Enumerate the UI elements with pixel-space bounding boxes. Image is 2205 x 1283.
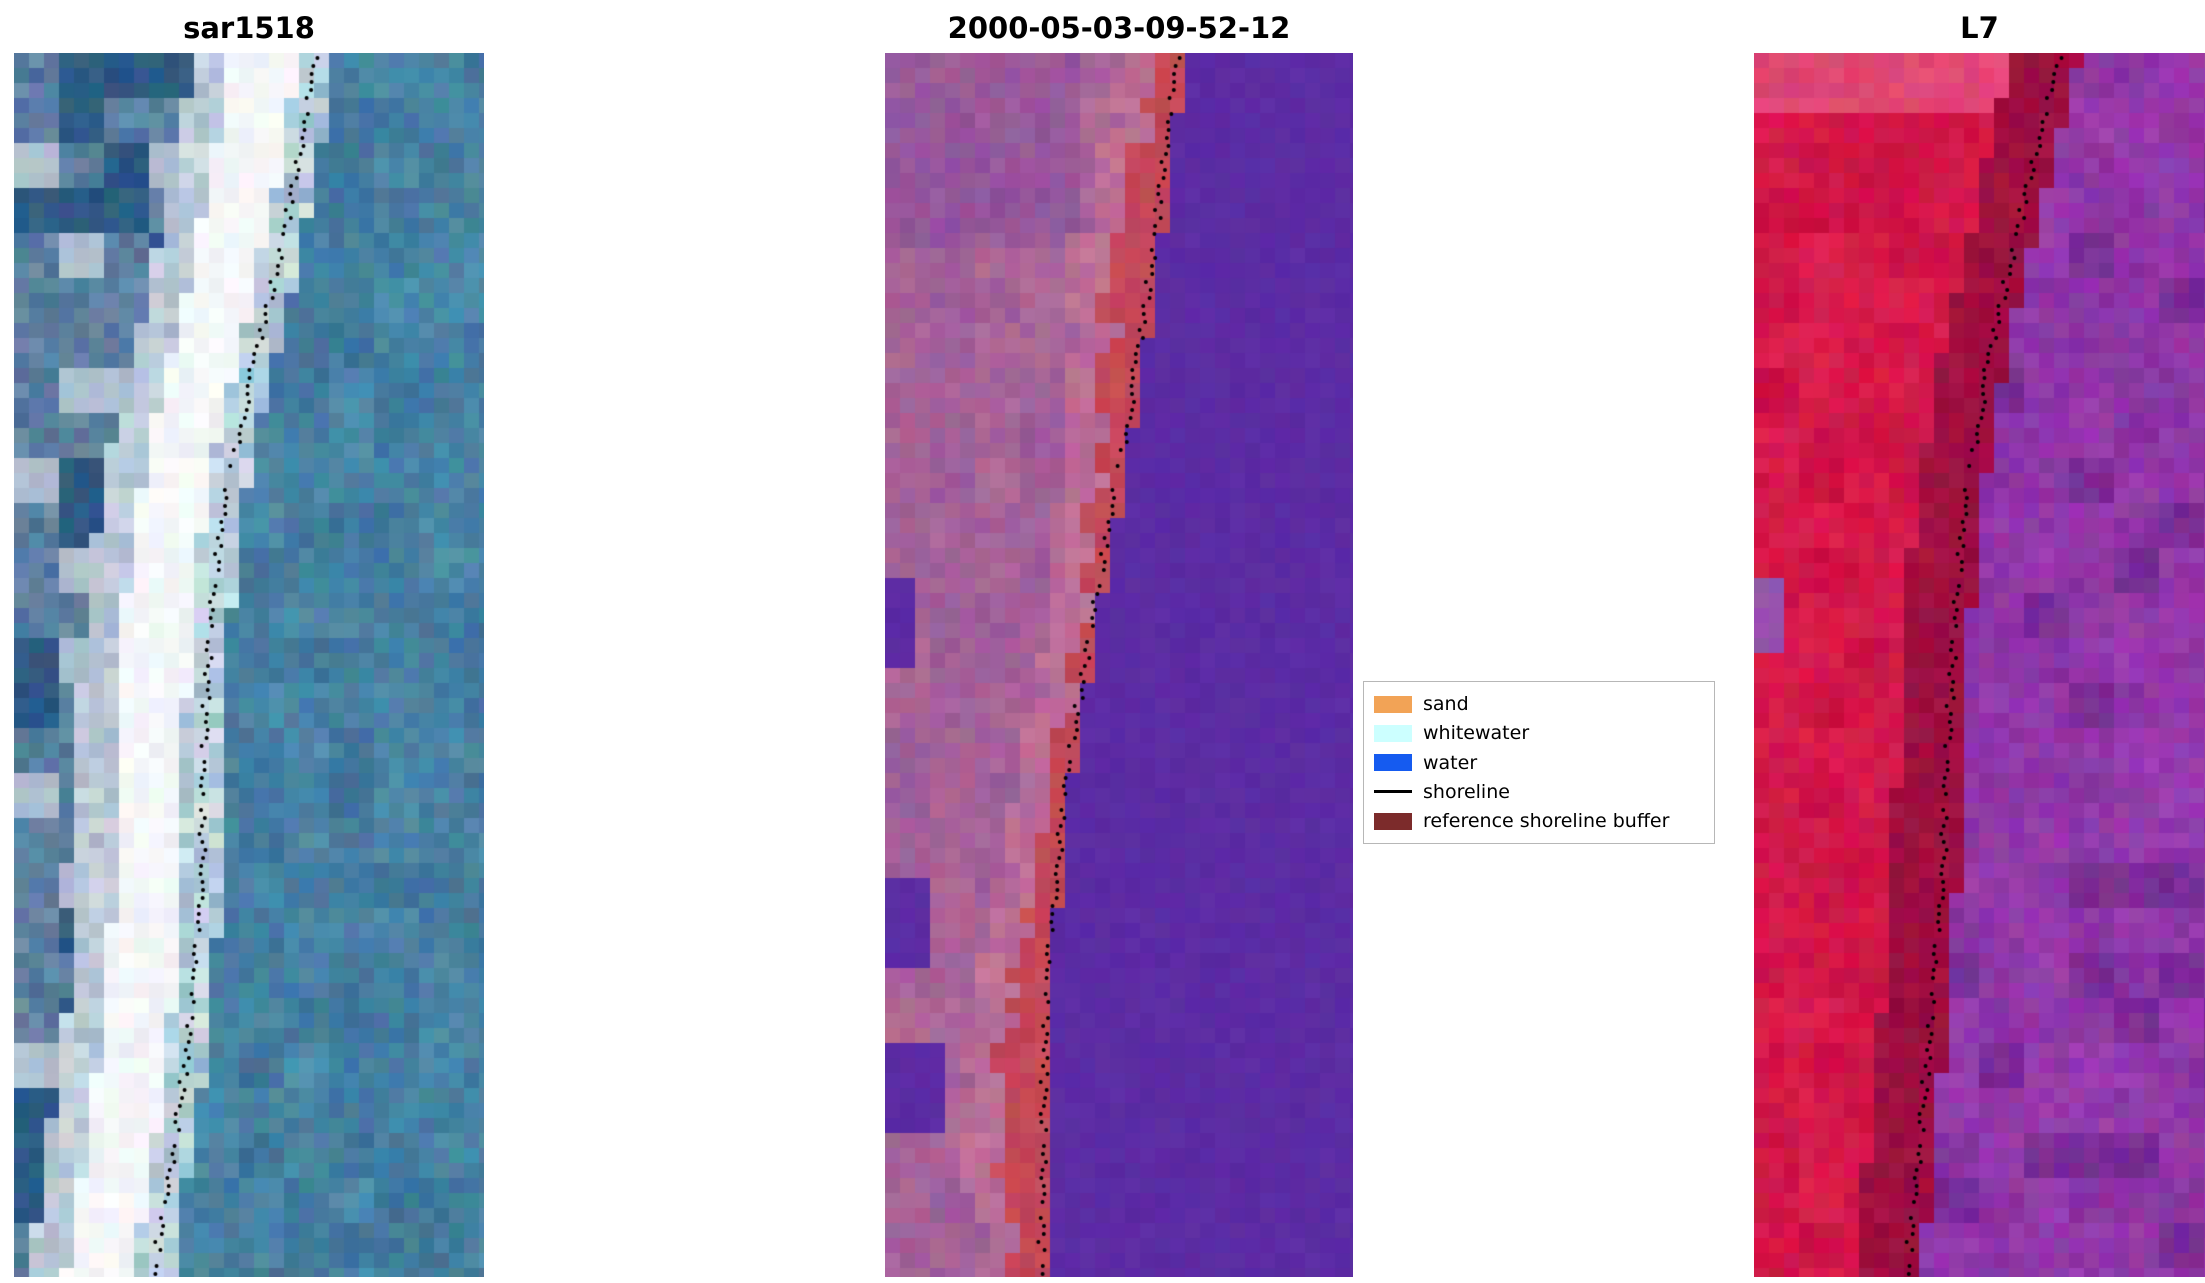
panel-image-classified: [885, 53, 1353, 1277]
sand-swatch-icon: [1374, 695, 1412, 713]
legend-row-reference-buffer: reference shoreline buffer: [1374, 807, 1704, 835]
legend-label-shoreline: shoreline: [1423, 780, 1510, 803]
shoreline-line-icon: [1374, 790, 1412, 794]
legend-row-shoreline: shoreline: [1374, 778, 1704, 806]
panel-image-sar1518: [14, 53, 484, 1277]
panel-title-sar1518: sar1518: [183, 11, 315, 45]
legend-label-water: water: [1423, 751, 1478, 774]
panel-title-l7: L7: [1960, 11, 1999, 45]
reference-buffer-swatch-icon: [1374, 812, 1412, 830]
legend-label-reference-buffer: reference shoreline buffer: [1423, 810, 1670, 832]
panel-title-classified-date: 2000-05-03-09-52-12: [947, 11, 1291, 45]
legend-row-sand: sand: [1374, 690, 1704, 718]
legend-label-whitewater: whitewater: [1423, 722, 1530, 745]
legend-label-sand: sand: [1423, 693, 1469, 715]
whitewater-swatch-icon: [1374, 724, 1412, 742]
water-swatch-icon: [1374, 754, 1412, 771]
panel-image-l7: [1754, 53, 2205, 1277]
legend: sand whitewater water shoreline referenc…: [1363, 681, 1715, 844]
legend-row-whitewater: whitewater: [1374, 719, 1704, 747]
legend-row-water: water: [1374, 749, 1704, 777]
